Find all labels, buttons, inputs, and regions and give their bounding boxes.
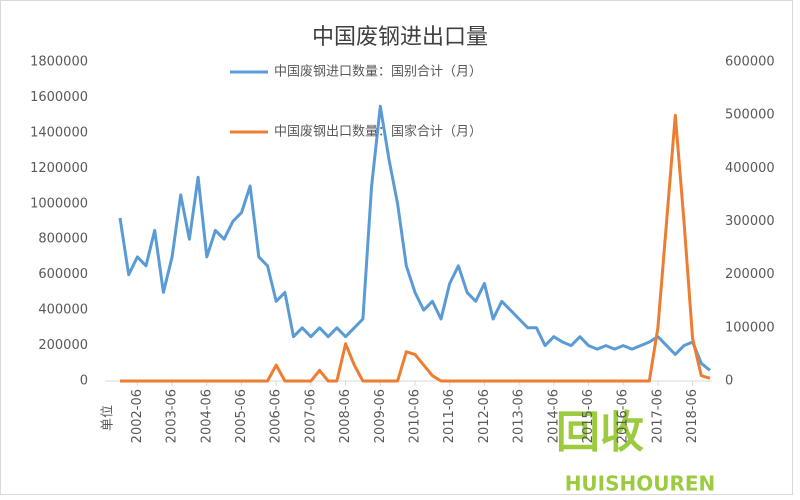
x-tick-label: 2005-06	[234, 389, 249, 443]
y-tick-label: 1000000	[30, 196, 88, 211]
y2-tick-label: 400000	[725, 161, 775, 176]
x-tick-label: 2002-06	[130, 389, 145, 443]
x-tick-label: 2003-06	[165, 389, 180, 443]
x-tick-label: 2010-06	[408, 389, 423, 443]
y2-tick-label: 300000	[725, 214, 775, 229]
legend-label: 中国废钢出口数量：国家合计（月）	[274, 124, 482, 140]
legend-label: 中国废钢进口数量：国别合计（月）	[274, 64, 482, 80]
y-tick-label: 800000	[38, 232, 88, 247]
x-tick-label: 2015-06	[581, 389, 596, 443]
y-tick-label: 1600000	[30, 90, 88, 105]
series-line	[118, 104, 711, 372]
y2-tick-label: 100000	[725, 320, 775, 335]
series-line	[120, 113, 711, 383]
x-tick-label: 2013-06	[512, 389, 527, 443]
y-tick-label: 1200000	[30, 161, 88, 176]
y-tick-label: 0	[80, 374, 88, 389]
x-tick-label: 2014-06	[546, 389, 561, 443]
y2-tick-label: 200000	[725, 267, 775, 282]
y-tick-label: 200000	[38, 338, 88, 353]
y-tick-label: 400000	[38, 303, 88, 318]
x-tick-label: 2009-06	[373, 389, 388, 443]
y-axis-label: 单位	[101, 405, 116, 431]
x-tick-label: 2004-06	[199, 389, 214, 443]
x-tick-label: 2018-06	[685, 389, 700, 443]
watermark-logo: 回收	[556, 407, 644, 458]
x-tick-label: 2011-06	[442, 389, 457, 443]
y2-tick-label: 0	[725, 374, 733, 389]
watermark-text: HUISHOUREN	[565, 472, 716, 496]
y-tick-label: 600000	[38, 267, 88, 282]
chart-title: 中国废钢进出口量	[312, 25, 488, 50]
x-tick-label: 2008-06	[338, 389, 353, 443]
y-tick-label: 1800000	[30, 55, 88, 70]
x-tick-label: 2017-06	[650, 389, 665, 443]
x-tick-label: 2016-06	[616, 389, 631, 443]
x-tick-label: 2007-06	[303, 389, 318, 443]
x-tick-label: 2006-06	[269, 389, 284, 443]
y-tick-label: 1400000	[30, 125, 88, 140]
y2-tick-label: 500000	[725, 108, 775, 123]
x-tick-label: 2012-06	[477, 389, 492, 443]
y2-tick-label: 600000	[725, 55, 775, 70]
